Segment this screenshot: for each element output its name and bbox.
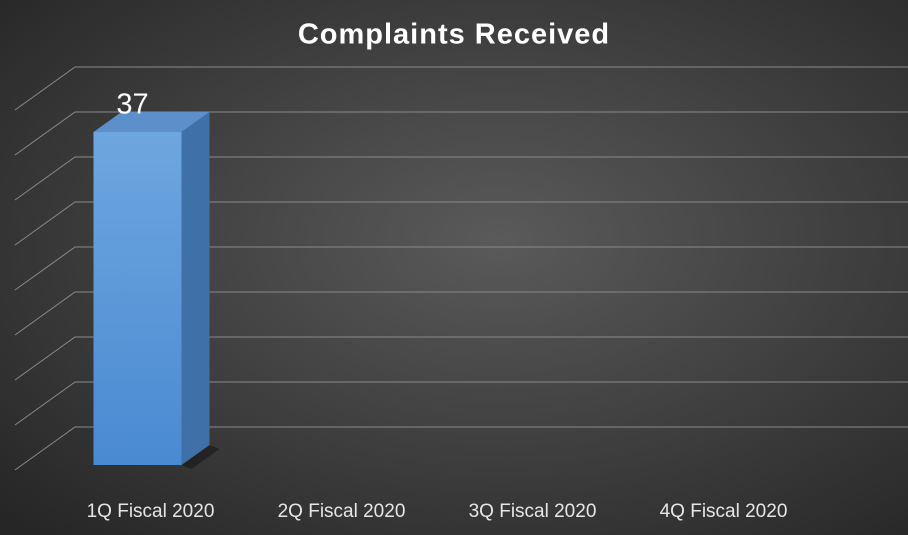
x-tick-label: 3Q Fiscal 2020 [469, 501, 597, 522]
chart-title: Complaints Received [298, 19, 610, 51]
x-tick-label: 4Q Fiscal 2020 [660, 501, 788, 522]
grid-line [14, 246, 908, 291]
grid-line [14, 111, 908, 156]
x-tick-label: 1Q Fiscal 2020 [87, 501, 215, 522]
bar-top [93, 112, 210, 132]
grid-line [14, 426, 908, 471]
grid-line [14, 201, 908, 246]
bar-side [181, 112, 210, 465]
grid-line [14, 66, 908, 111]
data-label: 37 [116, 89, 148, 121]
bar [93, 132, 182, 465]
grid-line [14, 156, 908, 201]
grid-line [14, 291, 908, 336]
bar-shadow [181, 445, 220, 469]
grid-line [14, 381, 908, 426]
x-tick-label: 2Q Fiscal 2020 [278, 501, 406, 522]
grid-line [14, 336, 908, 381]
